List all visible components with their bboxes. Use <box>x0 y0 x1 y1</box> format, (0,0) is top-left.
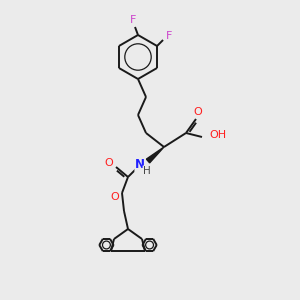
Text: OH: OH <box>209 130 226 140</box>
Text: O: O <box>111 192 119 202</box>
Polygon shape <box>146 147 164 163</box>
Text: F: F <box>130 15 136 25</box>
Text: O: O <box>105 158 113 168</box>
Text: F: F <box>166 31 172 41</box>
Text: O: O <box>194 107 202 117</box>
Text: H: H <box>143 166 151 176</box>
Text: N: N <box>135 158 145 172</box>
